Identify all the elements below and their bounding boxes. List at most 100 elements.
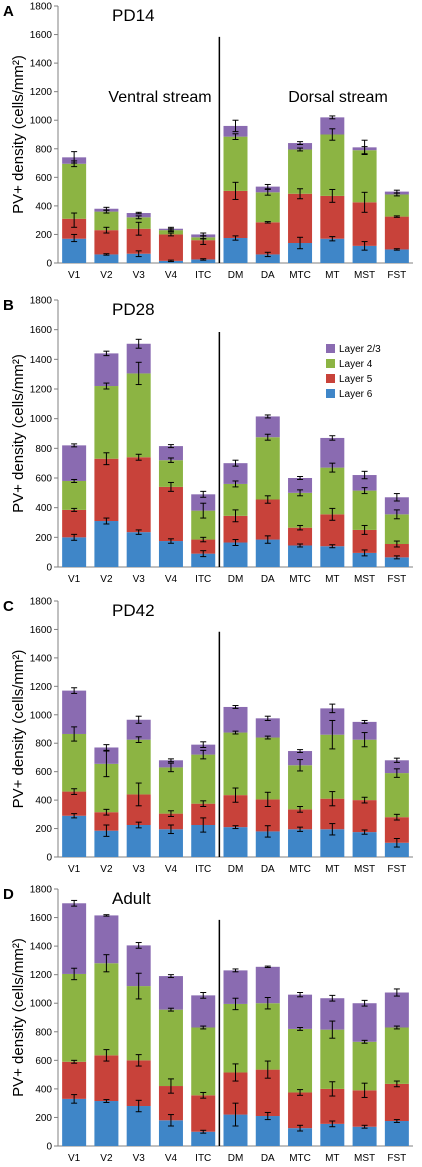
y-tick-label: 600 [35,1056,52,1067]
legend-swatch [326,359,335,368]
bar-segment [191,553,216,567]
bar-segment [384,497,409,515]
x-tick-label: ITC [195,270,211,281]
bar-segment [94,1101,119,1146]
bar-segment [158,813,183,830]
bar-segment [288,751,313,766]
bar-segment [255,1069,280,1117]
legend-label: Layer 6 [339,389,373,400]
x-tick-label: MTC [289,1153,311,1164]
bar-segment [320,117,345,135]
bar-segment [94,812,119,831]
bar-segment [62,445,87,481]
annotation-dorsal-stream: Dorsal stream [288,89,388,106]
bar-segment [94,211,119,231]
y-tick-label: 1800 [30,296,53,307]
bar-segment [191,995,216,1028]
bar-segment [384,1083,409,1122]
bar-segment [288,994,313,1029]
bar-segment [62,480,87,510]
bar-segment [384,249,409,263]
y-tick-label: 800 [35,444,52,455]
bar-segment [352,721,377,740]
bar-segment [62,815,87,857]
bar-segment [62,791,87,816]
bar-segment [352,800,377,833]
y-tick-label: 0 [46,1142,52,1153]
x-tick-label: V1 [68,574,81,585]
x-tick-label: DA [261,574,275,585]
y-axis-label: PV+ density (cells/mm²) [10,354,27,513]
bar-segment [158,446,183,461]
x-tick-label: V3 [133,1153,146,1164]
y-tick-label: 400 [35,201,52,212]
y-tick-label: 600 [35,173,52,184]
x-tick-label: MT [325,864,339,875]
bar-segment [62,973,87,1062]
y-tick-label: 1200 [30,970,53,981]
y-tick-label: 800 [35,739,52,750]
bar-segment [384,194,409,217]
y-tick-label: 200 [35,533,52,544]
chart-panel-c: C 0 200 400 600 800 1000 1200 1400 1600 1800 PV+ de… [3,597,413,875]
y-tick-label: 0 [46,563,52,574]
y-tick-label: 1400 [30,59,53,70]
bar-segment [158,1009,183,1087]
bar-segment [158,486,183,542]
bar-segment [255,831,280,857]
y-tick-label: 1600 [30,913,53,924]
bar-segment [94,230,119,255]
x-tick-label: MTC [289,270,311,281]
bar-segment [191,1095,216,1132]
x-tick-label: V4 [165,574,178,585]
bar-segment [191,803,216,825]
x-tick-label: V3 [133,864,146,875]
chart-title: PD28 [112,300,155,319]
chart-title: Adult [112,889,151,908]
bar-segment [288,243,313,263]
bar-segment [384,773,409,818]
bar-segment [352,529,377,553]
x-tick-label: V3 [133,270,146,281]
panel-letter: B [3,297,14,314]
bar-segment [320,134,345,196]
bar-segment [223,732,248,796]
bar-segment [126,373,151,458]
bar-segment [288,527,313,546]
x-tick-label: DM [228,1153,244,1164]
bar-segment [126,1060,151,1107]
y-tick-label: 600 [35,474,52,485]
bar-segment [352,1003,377,1042]
bar-segment [126,457,151,533]
bar-segment [288,193,313,244]
bar-segment [223,706,248,733]
panel-letter: C [3,598,14,615]
x-tick-label: V2 [100,270,113,281]
bar-segment [320,1123,345,1146]
bar-segment [255,1003,280,1070]
y-tick-label: 1400 [30,942,53,953]
bar-segment [255,539,280,567]
bar-segment [288,829,313,857]
bar-segment [384,544,409,558]
x-tick-label: ITC [195,574,211,585]
bar-segment [126,532,151,567]
chart-panel-b: B 0 200 400 600 800 1000 1200 1400 1600 1800 PV+ de… [3,296,413,585]
x-tick-label: V1 [68,1153,81,1164]
x-tick-label: MT [325,574,339,585]
bar-segment [94,521,119,567]
bar-segment [384,557,409,567]
bar-segment [126,213,151,218]
bar-segment [94,963,119,1056]
x-tick-label: ITC [195,864,211,875]
bar-segment [288,478,313,493]
x-tick-label: V4 [165,864,178,875]
x-tick-label: V3 [133,574,146,585]
bar-segment [191,754,216,804]
x-tick-label: MST [354,864,375,875]
bar-segment [255,254,280,263]
x-tick-label: MT [325,1153,339,1164]
y-axis-label: PV+ density (cells/mm²) [10,938,27,1097]
legend-label: Layer 5 [339,374,373,385]
